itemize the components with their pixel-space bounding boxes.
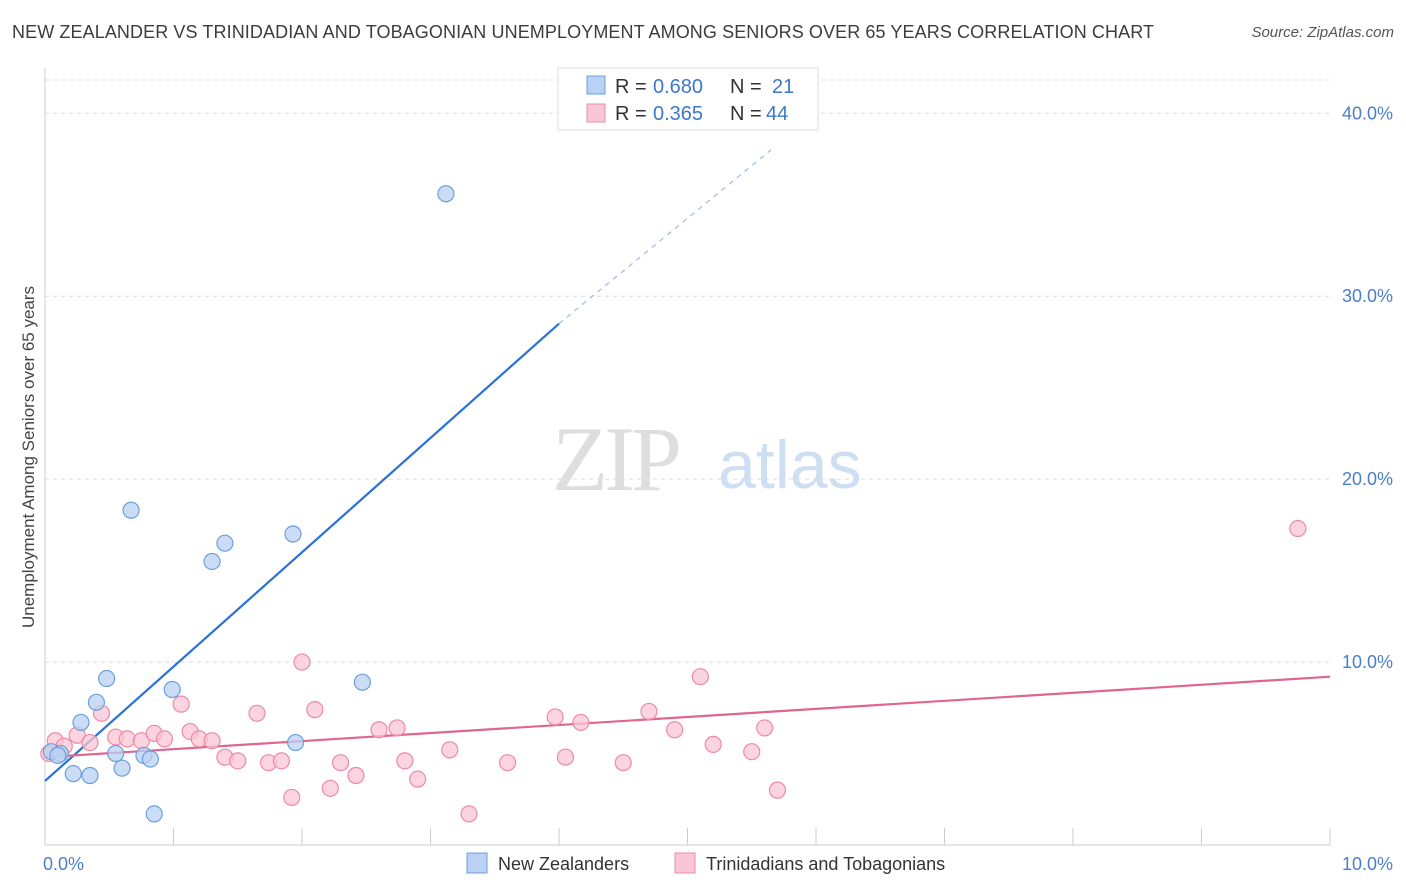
point-trinidadians-7 xyxy=(118,730,136,748)
point-trinidadians-38 xyxy=(666,721,684,739)
legend-r-value-0: 0.680 xyxy=(653,76,703,98)
legend-r-label-1: R = xyxy=(615,103,647,125)
point-trinidadians-11 xyxy=(172,695,190,713)
point-trinidadians-28 xyxy=(396,752,414,770)
point-trinidadians-32 xyxy=(499,754,517,772)
tick-labels: 10.0% 20.0% 30.0% 40.0% 0.0% 10.0% xyxy=(43,103,1393,874)
point-new-zealanders-10 xyxy=(122,501,140,519)
point-new-zealanders-8 xyxy=(107,744,125,763)
point-new-zealanders-17 xyxy=(284,525,302,543)
y-axis-label: Unemployment Among Seniors over 65 years xyxy=(19,286,38,628)
watermark-zip: ZIP xyxy=(552,408,679,510)
point-trinidadians-30 xyxy=(441,741,459,759)
point-trinidadians-39 xyxy=(691,668,709,686)
series-legend-trinidadians: Trinidadians and Tobagonians xyxy=(706,854,945,874)
point-trinidadians-27 xyxy=(388,719,406,737)
point-trinidadians-20 xyxy=(283,788,301,807)
point-trinidadians-43 xyxy=(768,781,787,799)
point-trinidadians-17 xyxy=(248,704,266,722)
legend-n-value-1: 44 xyxy=(766,103,788,125)
axes xyxy=(44,68,1331,846)
y-tick-label-10: 10.0% xyxy=(1342,652,1393,672)
point-trinidadians-21 xyxy=(293,653,311,671)
point-trinidadians-33 xyxy=(546,708,564,726)
point-trinidadians-10 xyxy=(155,730,174,748)
grid-lines xyxy=(45,79,1330,663)
point-trinidadians-16 xyxy=(229,752,247,770)
point-new-zealanders-20 xyxy=(437,185,455,203)
point-new-zealanders-14 xyxy=(163,680,181,699)
source-label: Source: ZipAtlas.com xyxy=(1251,24,1394,41)
series-legend-swatch-trinidadians xyxy=(674,852,696,874)
point-trinidadians-44 xyxy=(1289,519,1307,538)
legend-n-value-0: 21 xyxy=(772,76,794,98)
point-new-zealanders-4 xyxy=(72,713,90,732)
point-trinidadians-4 xyxy=(81,733,99,752)
y-tick-label-20: 20.0% xyxy=(1342,469,1393,489)
point-trinidadians-14 xyxy=(203,732,221,750)
point-trinidadians-29 xyxy=(409,770,427,788)
series-legend-new-zealanders: New Zealanders xyxy=(498,854,629,874)
watermark-atlas: atlas xyxy=(718,427,862,503)
point-new-zealanders-13 xyxy=(145,805,163,823)
point-trinidadians-34 xyxy=(556,748,575,766)
y-tick-label-40: 40.0% xyxy=(1342,103,1393,123)
trend-line-new-zealanders xyxy=(44,322,560,782)
point-new-zealanders-3 xyxy=(64,765,82,783)
watermark: ZIP atlas xyxy=(552,408,862,510)
point-trinidadians-24 xyxy=(331,754,350,772)
point-trinidadians-37 xyxy=(640,702,658,721)
point-trinidadians-19 xyxy=(272,752,291,770)
x-tick-label-0: 0.0% xyxy=(43,854,84,874)
trend-lines xyxy=(44,149,1331,782)
trend-line-trinidadians xyxy=(44,675,1331,759)
point-trinidadians-26 xyxy=(370,721,388,739)
point-trinidadians-31 xyxy=(460,805,478,823)
point-trinidadians-25 xyxy=(347,766,365,785)
point-new-zealanders-2 xyxy=(49,746,67,764)
trend-line-new-zealanders-extension xyxy=(558,149,772,325)
series-legend: New Zealanders Trinidadians and Tobagoni… xyxy=(466,852,945,874)
y-tick-label-30: 30.0% xyxy=(1342,286,1393,306)
point-new-zealanders-19 xyxy=(353,673,371,691)
point-new-zealanders-15 xyxy=(203,552,221,571)
data-points xyxy=(40,185,1307,823)
chart-title: NEW ZEALANDER VS TRINIDADIAN AND TOBAGON… xyxy=(12,22,1155,42)
series-legend-swatch-new-zealanders xyxy=(466,852,488,874)
point-trinidadians-23 xyxy=(321,779,339,797)
point-new-zealanders-16 xyxy=(216,534,234,552)
legend: R = 0.680 N = 21 R = 0.365 N = 44 xyxy=(557,67,819,131)
x-tick-label-10: 10.0% xyxy=(1342,854,1393,874)
point-trinidadians-36 xyxy=(614,754,632,772)
legend-r-value-1: 0.365 xyxy=(653,103,703,125)
legend-r-label-0: R = xyxy=(615,76,647,98)
point-new-zealanders-12 xyxy=(141,750,159,768)
point-trinidadians-40 xyxy=(704,735,722,753)
legend-swatch-trinidadians xyxy=(586,103,606,123)
point-new-zealanders-18 xyxy=(286,733,305,752)
point-trinidadians-35 xyxy=(572,713,590,732)
point-new-zealanders-6 xyxy=(87,693,106,711)
point-new-zealanders-5 xyxy=(81,766,99,785)
point-trinidadians-22 xyxy=(306,701,324,719)
point-trinidadians-42 xyxy=(755,719,774,737)
point-trinidadians-41 xyxy=(743,743,761,761)
point-new-zealanders-9 xyxy=(113,759,131,777)
legend-n-label-1: N = xyxy=(730,103,762,125)
legend-swatch-new-zealanders xyxy=(586,75,606,95)
legend-n-label-0: N = xyxy=(730,76,762,98)
point-new-zealanders-7 xyxy=(98,669,116,688)
